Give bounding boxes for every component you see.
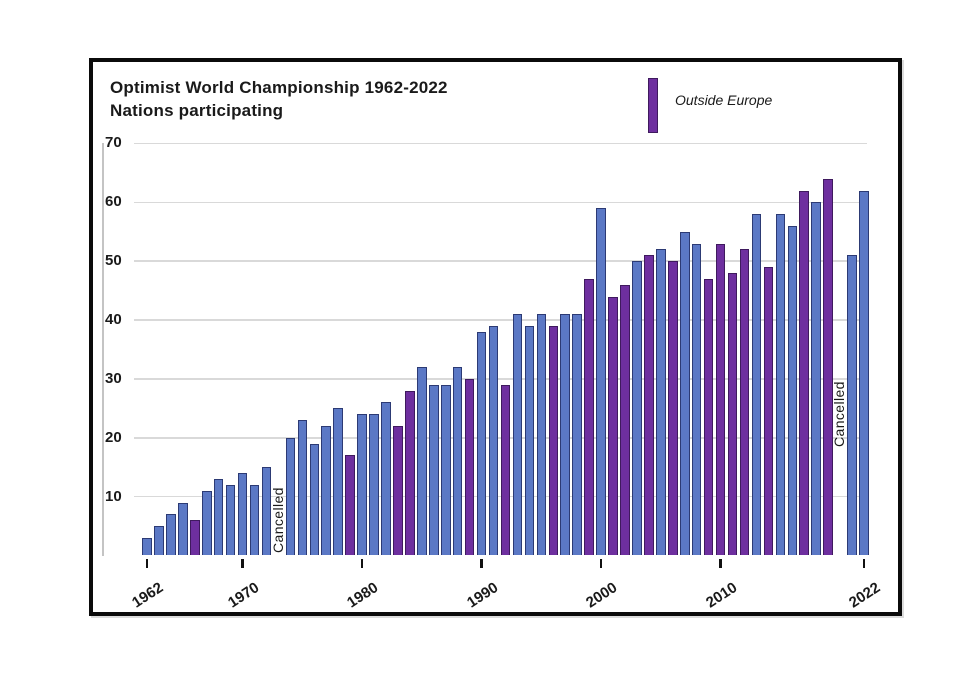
x-tick-label-1970: 1970 <box>224 579 262 612</box>
x-tick-label-1990: 1990 <box>463 579 501 612</box>
bar-2004 <box>644 255 654 556</box>
gridline-50 <box>134 260 867 262</box>
bar-1981 <box>369 414 379 556</box>
x-tick-1990 <box>480 559 483 568</box>
bar-1992 <box>500 384 511 556</box>
y-tick-label-40: 40 <box>105 311 122 329</box>
bar-2009 <box>703 278 714 556</box>
x-tick-2022 <box>862 559 866 568</box>
bar-2000 <box>596 208 606 556</box>
x-tick-1962 <box>145 559 149 568</box>
bar-2014 <box>763 267 774 556</box>
cancelled-label-2020: Cancelled <box>831 381 847 447</box>
gridline-30 <box>134 378 867 380</box>
bar-1982 <box>381 402 391 556</box>
bar-1984 <box>405 390 415 556</box>
y-tick-label-60: 60 <box>105 193 122 211</box>
bar-2017 <box>799 190 810 556</box>
x-tick-1980 <box>360 559 364 568</box>
x-tick-label-1962: 1962 <box>129 579 167 612</box>
bar-1994 <box>524 325 535 556</box>
bar-1993 <box>512 314 523 556</box>
title-block: Optimist World Championship 1962-2022 Na… <box>110 76 448 122</box>
bar-1999 <box>584 278 594 556</box>
bar-1977 <box>321 426 332 556</box>
chart-title: Optimist World Championship 1962-2022 <box>110 78 448 97</box>
bar-1975 <box>297 420 308 556</box>
bar-2005 <box>656 249 666 556</box>
x-tick-label-1980: 1980 <box>344 579 382 612</box>
bar-1970 <box>237 473 248 556</box>
y-tick-label-10: 10 <box>105 487 122 505</box>
bar-1998 <box>572 314 582 556</box>
bar-1965 <box>178 502 188 556</box>
x-tick-2010 <box>719 559 722 568</box>
bar-1985 <box>417 367 427 556</box>
bar-1962 <box>142 537 152 556</box>
x-tick-1970 <box>241 559 244 568</box>
bar-1997 <box>560 314 571 556</box>
bar-2019 <box>823 178 833 556</box>
bar-1991 <box>488 325 499 556</box>
bar-2008 <box>691 243 702 556</box>
gridline-70 <box>134 142 867 145</box>
bar-1996 <box>548 325 559 556</box>
y-tick-label-20: 20 <box>105 428 122 446</box>
bar-1963 <box>154 526 164 556</box>
cancelled-label-1973: Cancelled <box>270 487 286 553</box>
bar-1967 <box>201 490 212 556</box>
gridline-40 <box>134 319 867 321</box>
bar-2018 <box>811 202 821 556</box>
chart-subtitle: Nations participating <box>110 101 284 120</box>
x-tick-label-2010: 2010 <box>702 579 740 612</box>
bar-2013 <box>751 214 762 556</box>
bar-2001 <box>608 296 618 556</box>
y-tick-label-70: 70 <box>105 134 122 152</box>
bar-1995 <box>536 314 547 556</box>
bar-2021 <box>847 255 857 556</box>
bar-1983 <box>393 426 403 556</box>
bar-1988 <box>452 367 463 556</box>
chart-frame: Optimist World Championship 1962-2022 Na… <box>89 58 902 616</box>
bar-1969 <box>225 484 236 556</box>
x-tick-label-2000: 2000 <box>583 579 621 612</box>
bar-2002 <box>620 284 630 556</box>
bar-2006 <box>668 261 678 556</box>
y-tick-label-30: 30 <box>105 369 122 387</box>
x-tick-2000 <box>599 559 603 568</box>
bar-1989 <box>464 378 475 556</box>
bar-1971 <box>249 484 260 556</box>
bar-2011 <box>727 272 738 556</box>
bar-1964 <box>166 514 176 556</box>
plot-area: 10 20 30 40 50 60 70 1962 1970 1980 1990 2000 2010 20… <box>93 62 898 612</box>
bar-1966 <box>190 520 200 556</box>
bar-2010 <box>715 243 726 556</box>
bar-1987 <box>440 384 451 556</box>
bar-2016 <box>787 225 798 556</box>
bar-2007 <box>679 231 690 556</box>
gridline-60 <box>134 201 867 204</box>
bar-1990 <box>476 331 487 556</box>
bar-1974 <box>285 437 296 556</box>
bar-2003 <box>632 261 642 556</box>
gridline-20 <box>134 437 867 439</box>
bar-1976 <box>309 443 320 556</box>
bar-1980 <box>357 414 367 556</box>
bar-1979 <box>345 455 355 556</box>
bar-1978 <box>333 408 343 556</box>
bar-1986 <box>429 384 439 556</box>
bar-2022 <box>859 190 869 556</box>
bar-1972 <box>261 467 272 556</box>
y-tick-label-50: 50 <box>105 252 122 270</box>
gridline-10 <box>134 495 867 498</box>
x-tick-label-2022: 2022 <box>846 579 884 612</box>
bar-1968 <box>213 478 224 556</box>
y-axis-line <box>102 143 104 556</box>
bar-2015 <box>775 214 786 556</box>
bar-2012 <box>739 249 750 556</box>
